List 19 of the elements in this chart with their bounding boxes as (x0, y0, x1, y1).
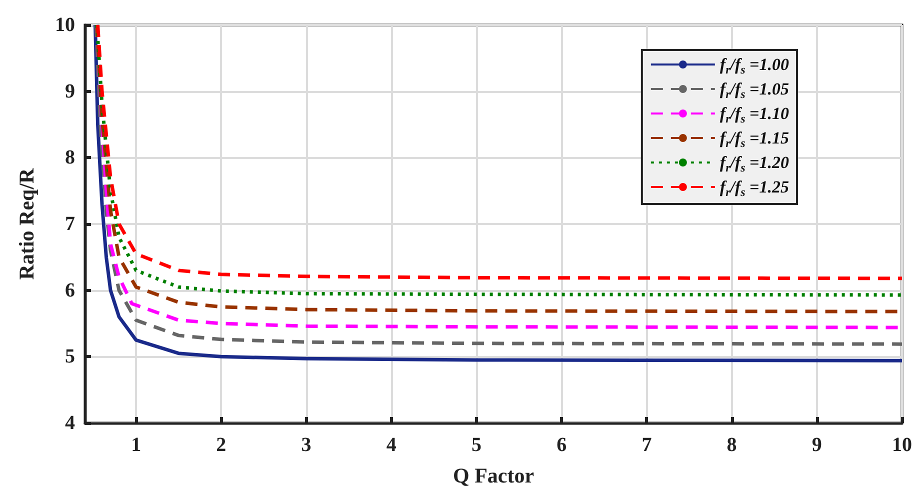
x-tick-label: 5 (471, 434, 482, 456)
y-tick-label: 6 (65, 279, 75, 302)
y-tick-label: 9 (65, 80, 75, 102)
x-tick-label: 8 (726, 434, 737, 456)
x-tick-label: 9 (812, 434, 822, 456)
x-tick-label: 7 (642, 434, 652, 456)
y-tick-label: 8 (65, 146, 75, 169)
y-tick-label: 7 (65, 213, 75, 235)
x-tick-label: 10 (892, 434, 912, 456)
x-tick-label: 6 (556, 434, 567, 456)
x-tick-label: 3 (301, 434, 312, 456)
y-tick-label: 10 (55, 14, 75, 36)
x-tick-label: 4 (386, 434, 396, 456)
x-tick-label: 2 (216, 434, 226, 456)
x-tick-label: 1 (131, 434, 142, 456)
y-axis-title: Ratio Req/R (14, 167, 38, 280)
x-axis-title: Q Factor (452, 464, 534, 488)
y-tick-label: 4 (65, 412, 75, 434)
y-tick-label: 5 (65, 346, 75, 368)
